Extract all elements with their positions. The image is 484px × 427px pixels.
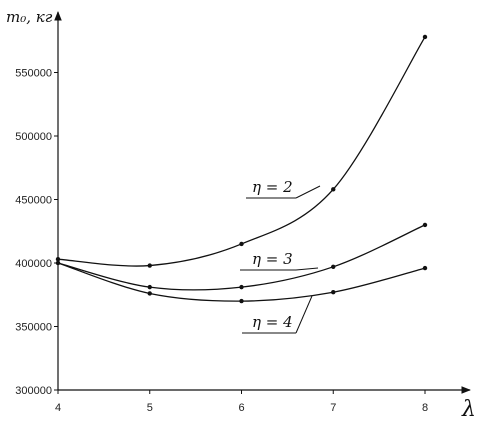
series-eta-4-point — [422, 265, 428, 271]
series-eta-3-point — [239, 284, 244, 290]
series-eta-3-leader-line — [295, 267, 319, 271]
y-tick-label: 500000 — [15, 131, 52, 143]
x-tick-labels: 4 5 6 7 8 — [55, 390, 428, 414]
series-eta-2-point — [331, 187, 336, 192]
series-eta-4-label: η = 4 — [252, 313, 293, 331]
series-group — [55, 34, 428, 304]
series-eta-2-point — [422, 34, 428, 40]
series-eta-2-line — [57, 36, 426, 267]
y-tick-label: 350000 — [15, 322, 52, 334]
series-eta-2-point — [55, 256, 61, 262]
x-tick-label: 8 — [422, 402, 428, 414]
series-eta-4-point — [331, 290, 336, 295]
series-labels: η = 2 η = 3 η = 4 — [240, 178, 321, 334]
series-eta-4-point — [55, 260, 61, 266]
series-eta-2-point — [147, 263, 152, 268]
series-eta-4-point — [147, 291, 152, 296]
series-eta-2-point — [239, 241, 244, 247]
x-tick-label: 6 — [238, 402, 244, 414]
series-eta-3-label: η = 3 — [252, 250, 293, 268]
series-eta-3-point — [147, 284, 152, 290]
series-eta-2-leader-line — [295, 185, 321, 199]
y-tick-labels: 300000 350000 400000 450000 500000 550000 — [15, 68, 58, 397]
series-eta-2-label: η = 2 — [252, 178, 293, 196]
y-axis-title: m₀, кг — [6, 8, 53, 26]
x-tick-label: 7 — [330, 402, 336, 414]
x-axis-title: λ — [461, 397, 476, 422]
y-tick-label: 450000 — [15, 195, 52, 207]
y-tick-label: 550000 — [15, 68, 52, 80]
series-eta-4-leader-line — [295, 295, 313, 334]
series-eta-3-line — [57, 224, 426, 291]
series-eta-3-point — [422, 222, 428, 228]
series-eta-4-line — [57, 262, 426, 302]
series-eta-3-point — [331, 264, 336, 270]
x-tick-label: 5 — [147, 402, 153, 414]
y-tick-label: 400000 — [15, 258, 52, 270]
y-tick-label: 300000 — [15, 385, 52, 397]
series-eta-4-point — [239, 298, 244, 304]
x-tick-label: 4 — [55, 402, 61, 414]
